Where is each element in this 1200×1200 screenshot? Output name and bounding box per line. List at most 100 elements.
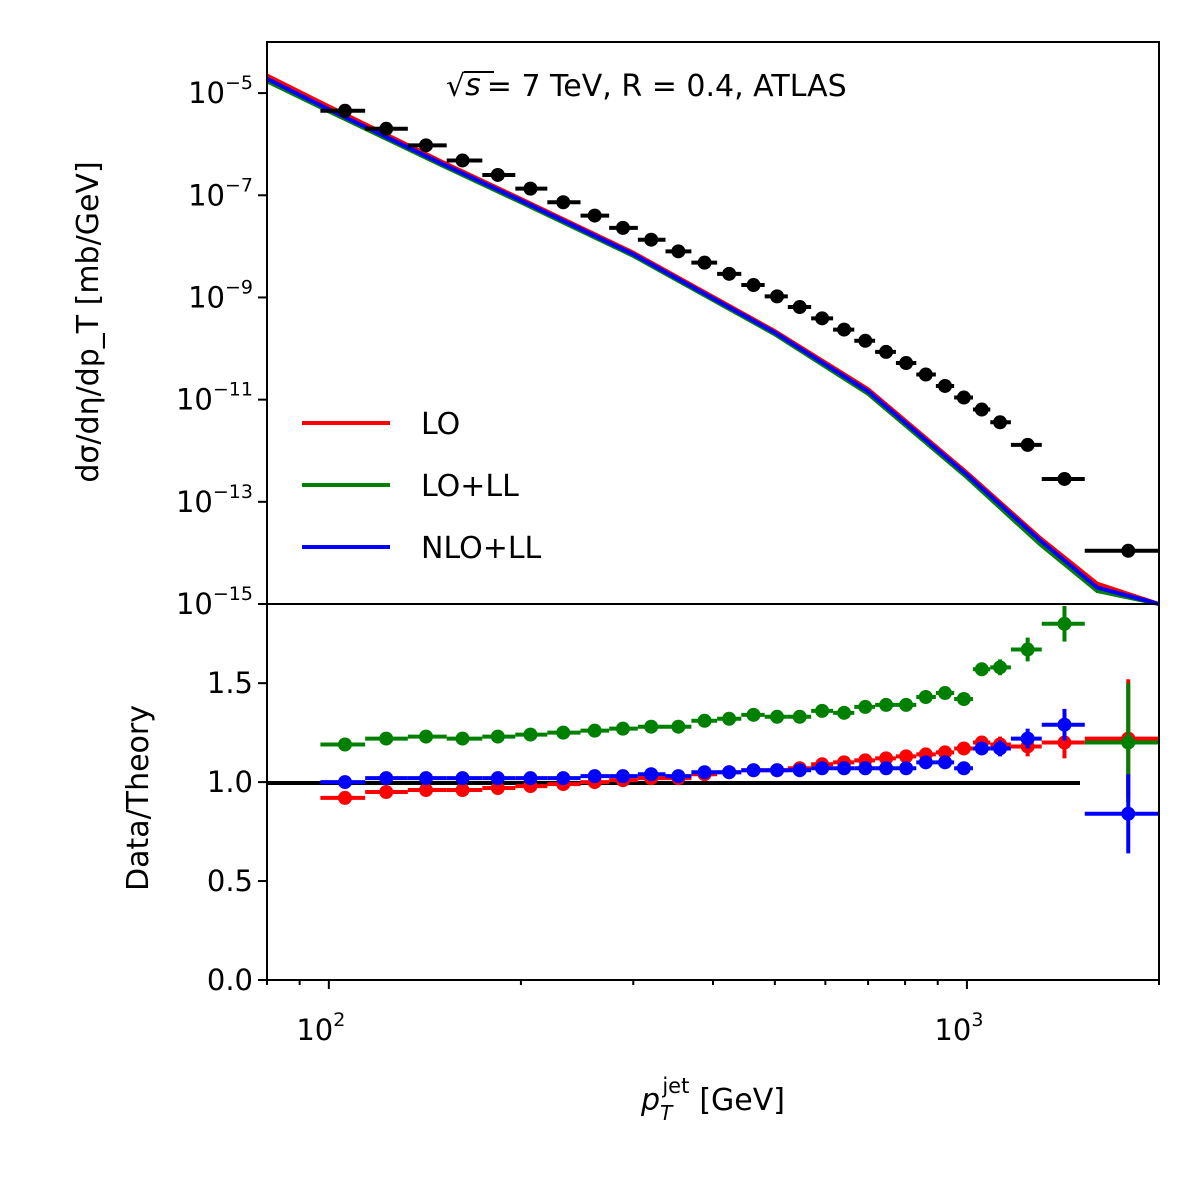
ratio-point <box>1084 774 1159 854</box>
ratio-point <box>990 659 1011 676</box>
data-point <box>365 121 408 136</box>
data-point <box>665 244 692 259</box>
ratio-point <box>365 731 408 746</box>
ratio-point-marker <box>337 737 352 752</box>
ratio-point <box>741 707 765 722</box>
ratio-point-marker <box>899 749 914 764</box>
ratio-point <box>935 745 955 760</box>
data-point-marker <box>556 195 571 210</box>
bottom-y-axis-title: Data/Theory <box>121 705 156 891</box>
ratio-point <box>1041 606 1085 642</box>
data-point <box>916 367 936 382</box>
y-tick-label: 10−13 <box>176 481 253 519</box>
data-point <box>954 390 973 405</box>
data-point <box>833 322 855 337</box>
data-point-marker <box>644 232 659 247</box>
ratio-point <box>764 763 788 778</box>
data-point-marker <box>523 181 538 196</box>
data-point <box>895 356 917 371</box>
ratio-point <box>954 761 973 776</box>
ratio-point <box>895 697 917 712</box>
annotation-rest: = 7 TeV, R = 0.4, ATLAS <box>487 69 847 104</box>
x-axis-title: pTjet [GeV] <box>640 1074 785 1125</box>
ratio-point <box>954 691 973 706</box>
legend-item: LO <box>302 407 460 442</box>
ratio-point-marker <box>792 763 807 778</box>
legend: LO LO+LL NLO+LL <box>302 407 542 566</box>
data-point <box>764 289 788 304</box>
ratio-point-marker <box>1057 735 1072 750</box>
ratio-point-marker <box>815 761 830 776</box>
x-tick-label: 102 <box>296 1009 345 1047</box>
data-point-marker <box>899 356 914 371</box>
ratio-point <box>1010 637 1042 662</box>
data-point-marker <box>792 300 807 315</box>
ratio-point-marker <box>837 705 852 720</box>
annotation-sqrt-s: s <box>465 68 481 103</box>
data-point-marker <box>1121 543 1136 558</box>
ratio-point <box>811 703 834 718</box>
ratio-point-marker <box>523 771 538 786</box>
ratio-point-marker <box>419 771 434 786</box>
legend-label: NLO+LL <box>421 531 542 566</box>
legend-label: LO <box>421 407 460 442</box>
ratio-point-marker <box>993 741 1008 756</box>
ratio-point <box>580 723 610 738</box>
data-point <box>875 344 896 359</box>
ratio-point <box>665 719 692 734</box>
ratio-point-marker <box>858 699 873 714</box>
data-point <box>547 195 581 210</box>
ratio-point-marker <box>770 763 785 778</box>
legend-item: NLO+LL <box>302 531 542 566</box>
data-point-marker <box>490 167 505 182</box>
data-point-marker <box>956 390 971 405</box>
data-point-marker <box>337 103 352 118</box>
ratio-point <box>972 662 991 677</box>
bottom-y-ticks: 0.0 0.5 1.0 1.5 <box>207 666 267 997</box>
y-tick-label: 10−11 <box>176 379 253 417</box>
chart-annotation: √s = 7 TeV, R = 0.4, ATLAS <box>446 68 847 104</box>
ratio-point-marker <box>337 790 352 805</box>
ratio-point <box>990 740 1011 757</box>
ratio-point <box>833 705 855 720</box>
bottom-plot-frame <box>266 603 1160 981</box>
ratio-point <box>407 771 447 786</box>
ratio-point-marker <box>938 755 953 770</box>
ratio-point <box>787 709 812 724</box>
data-point <box>854 333 876 348</box>
ratio-point <box>320 775 366 790</box>
data-point-marker <box>993 415 1008 430</box>
ratio-point-marker <box>1121 735 1136 750</box>
ratio-point <box>665 769 692 784</box>
ratio-point <box>916 755 936 770</box>
ratio-point <box>365 785 408 799</box>
y-tick-label: 10−5 <box>188 72 253 110</box>
theory-curves <box>266 73 1160 606</box>
ratio-point-marker <box>956 761 971 776</box>
ratio-point <box>895 749 917 764</box>
ratio-point-marker <box>899 761 914 776</box>
ratio-point <box>691 713 718 728</box>
ratio-point-marker <box>746 707 761 722</box>
ratio-point-marker <box>1057 616 1072 631</box>
ratio-point-marker <box>337 775 352 790</box>
ratio-point-marker <box>956 741 971 756</box>
ratio-point <box>811 761 834 776</box>
ratio-point-marker <box>1020 642 1035 657</box>
ratio-point <box>482 771 516 786</box>
ratio-point <box>935 755 955 770</box>
ratio-point-marker <box>419 729 434 744</box>
ratio-point-marker <box>879 761 894 776</box>
ratio-point <box>954 741 973 756</box>
data-point <box>935 378 955 393</box>
data-point-marker <box>697 255 712 270</box>
data-point <box>320 103 366 118</box>
data-point-marker <box>858 333 873 348</box>
data-point-marker <box>974 402 989 417</box>
ratio-point-marker <box>1020 731 1035 746</box>
data-point-marker <box>419 138 434 153</box>
y-tick-label: 10−9 <box>188 276 253 314</box>
ratio-point-marker <box>671 719 686 734</box>
data-point <box>787 300 812 315</box>
ratio-point <box>580 769 610 784</box>
